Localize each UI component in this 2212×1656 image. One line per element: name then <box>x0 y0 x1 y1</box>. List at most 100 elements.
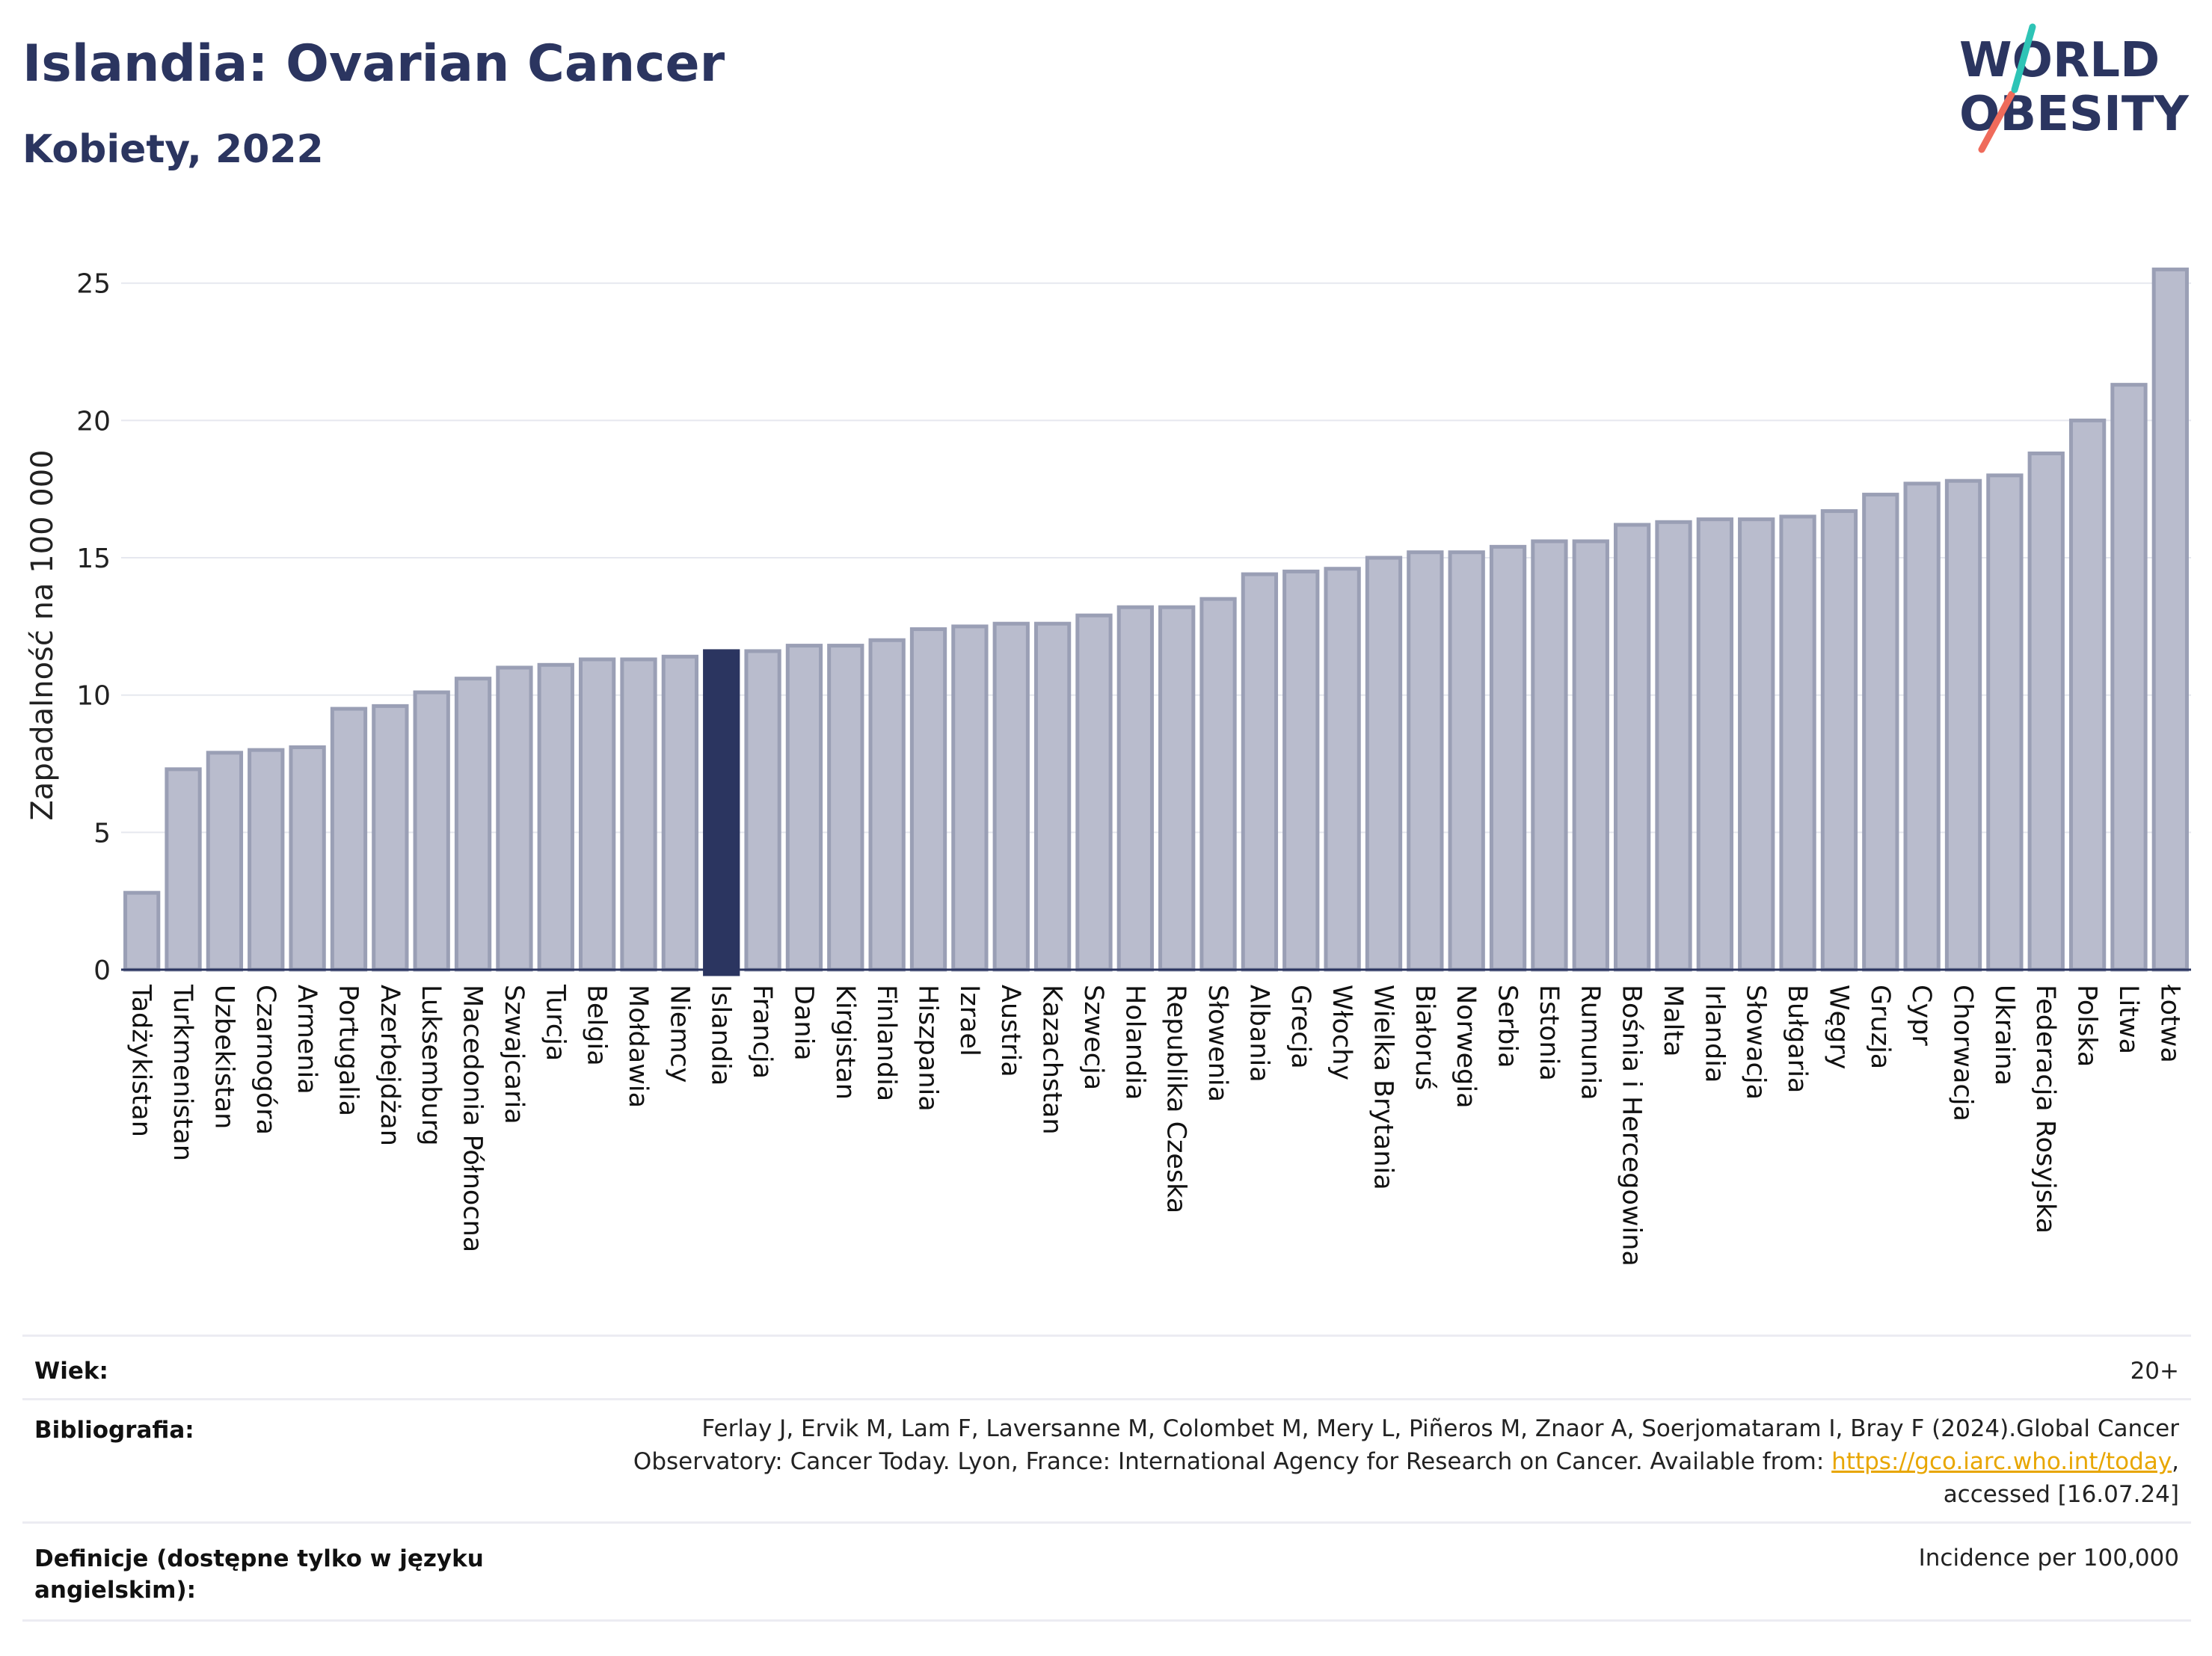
x-tick-label: Finlandia <box>871 985 901 1101</box>
x-tick-label: Turcja <box>540 984 570 1061</box>
bar <box>1779 514 1816 972</box>
bar <box>289 745 326 972</box>
bar <box>1944 478 1982 972</box>
y-tick-label: 15 <box>76 544 111 574</box>
x-tick-label: Hiszpania <box>913 985 943 1112</box>
bar <box>2068 418 2107 972</box>
x-tick-label: Malta <box>1658 985 1688 1057</box>
bar <box>1531 539 1568 972</box>
x-tick-label: Słowacja <box>1741 985 1771 1100</box>
bar <box>2110 383 2148 972</box>
x-tick-label: Uzbekistan <box>209 985 239 1129</box>
x-tick-label: Chorwacja <box>1948 985 1978 1121</box>
bar <box>868 638 906 972</box>
x-tick-label: Serbia <box>1493 985 1523 1068</box>
x-tick-label: Armenia <box>292 985 322 1095</box>
definitions-label: Definicje (dostępne tylko w języku angie… <box>34 1543 484 1606</box>
y-axis-ticks: 0 5 10 15 20 25 <box>76 269 111 986</box>
bar <box>1448 550 1485 972</box>
x-axis-ticks: Tadżykistan Turkmenistan Uzbekistan Czarnog… <box>126 984 2185 1266</box>
definitions-value: Incidence per 100,000 <box>1918 1545 2179 1572</box>
x-tick-label: Szwecja <box>1078 985 1108 1090</box>
logo-line-1: WORLD <box>1959 33 2160 88</box>
y-tick-label: 0 <box>93 955 111 986</box>
bar <box>1489 544 1527 972</box>
bibliography-label: Bibliografia: <box>34 1417 194 1444</box>
bar <box>1199 597 1237 972</box>
bar <box>1572 539 1609 972</box>
y-tick-label: 10 <box>76 681 111 712</box>
x-tick-label: Austria <box>995 985 1025 1077</box>
logo-slash-red <box>1978 90 2015 153</box>
x-tick-label: Węgry <box>1823 985 1853 1069</box>
y-tick-label: 25 <box>76 269 111 300</box>
x-tick-label: Litwa <box>2113 985 2143 1054</box>
x-tick-label: Łotwa <box>2154 984 2184 1063</box>
x-tick-label: Dania <box>788 985 818 1061</box>
x-tick-label: Francja <box>747 985 777 1079</box>
x-tick-label: Izrael <box>954 985 984 1056</box>
y-tick-label: 20 <box>76 406 111 437</box>
bar <box>1696 517 1734 972</box>
x-tick-label: Estonia <box>1534 985 1564 1081</box>
bar <box>1241 572 1279 972</box>
x-tick-label: Ukraina <box>1989 985 2019 1086</box>
bar <box>1613 523 1651 972</box>
x-tick-label: Belgia <box>582 985 612 1066</box>
x-tick-label: Luksemburg <box>416 985 446 1146</box>
bar <box>1116 605 1154 972</box>
bar <box>992 621 1030 972</box>
definitions-label-line-2: angielskim): <box>34 1577 197 1604</box>
meta-row-bibliography: Bibliografia: Ferlay J, Ervik M, Lam F, … <box>22 1398 2191 1524</box>
x-tick-label: Białoruś <box>1410 985 1440 1090</box>
x-tick-label: Kazachstan <box>1037 985 1067 1135</box>
page-subtitle: Kobiety, 2022 <box>22 127 324 172</box>
x-tick-label: Holandia <box>1119 985 1149 1100</box>
bar <box>951 624 989 972</box>
meta-row-age: Wiek: 20+ <box>22 1335 2191 1400</box>
x-tick-label: Irlandia <box>1699 985 1729 1083</box>
bar <box>2027 451 2065 972</box>
bar <box>248 748 285 972</box>
definitions-label-line-1: Definicje (dostępne tylko w języku <box>34 1545 484 1572</box>
x-tick-label: Bułgaria <box>1782 985 1812 1093</box>
bibliography-line-3: accessed [16.07.24] <box>1943 1481 2179 1508</box>
x-tick-label: Albania <box>1244 985 1274 1083</box>
bar <box>1738 517 1775 972</box>
world-obesity-logo: WORLD OBESITY <box>1959 23 2189 153</box>
bibliography-line-2-text: Observatory: Cancer Today. Lyon, France:… <box>633 1448 1832 1475</box>
bibliography-link[interactable]: https://gco.iarc.who.int/today <box>1831 1448 2172 1475</box>
x-tick-label: Wielka Brytania <box>1368 985 1398 1190</box>
x-tick-label: Gruzja <box>1865 985 1895 1069</box>
x-tick-label: Czarnogóra <box>251 985 280 1135</box>
x-tick-label: Republika Czeska <box>1161 985 1191 1213</box>
x-tick-label: Portugalia <box>333 985 363 1116</box>
x-tick-label: Macedonia Północna <box>458 985 488 1252</box>
x-tick-label: Tadżykistan <box>126 984 156 1137</box>
x-tick-label: Turkmenistan <box>168 984 197 1161</box>
y-tick-label: 5 <box>93 818 111 849</box>
x-tick-label: Słowenia <box>1202 985 1232 1102</box>
metadata-table: Wiek: 20+ Bibliografia: Ferlay J, Ervik … <box>22 1335 2191 1641</box>
x-tick-label: Mołdawia <box>623 985 653 1108</box>
bar <box>1033 621 1072 972</box>
x-tick-label: Polska <box>2072 985 2102 1067</box>
x-tick-label: Grecja <box>1285 985 1315 1069</box>
logo-slash-teal <box>2011 23 2036 93</box>
bar <box>1282 569 1320 972</box>
bibliography-value: Ferlay J, Ervik M, Lam F, Laversanne M, … <box>633 1412 2179 1511</box>
x-tick-label: Cypr <box>1906 985 1936 1046</box>
bar <box>413 690 450 972</box>
bar <box>165 767 202 972</box>
x-tick-label: Norwegia <box>1451 985 1481 1109</box>
y-axis-label: Zapadalność na 100 000 <box>25 449 60 820</box>
bar <box>1986 473 2024 972</box>
bar <box>206 751 244 972</box>
x-tick-label: Azerbejdżan <box>375 985 405 1146</box>
bar <box>578 657 616 972</box>
age-value: 20+ <box>2130 1358 2179 1385</box>
bar <box>1075 613 1113 972</box>
age-label: Wiek: <box>34 1358 108 1385</box>
bar <box>454 677 492 972</box>
bar <box>785 644 823 972</box>
